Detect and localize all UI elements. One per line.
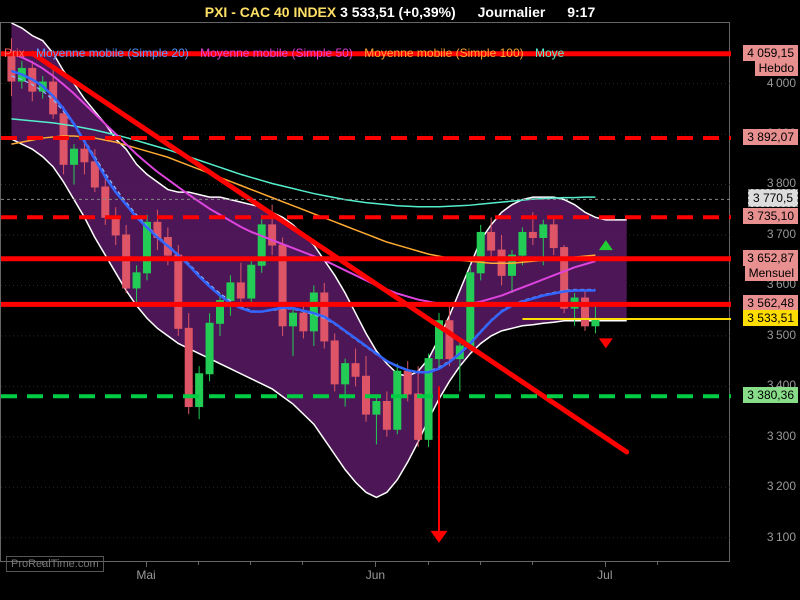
x-tick: Jun <box>366 568 385 582</box>
chart-plot-area[interactable] <box>0 22 730 562</box>
price-level-label: 3 652,87 <box>743 250 798 266</box>
price-level-label: 4 059,15 <box>743 45 798 61</box>
price-level-label: 3 770,5 <box>748 189 798 207</box>
x-axis: Mai Jun Jul <box>0 562 730 592</box>
legend-ma20: Moyenne mobile (Simple 20) <box>36 46 189 60</box>
x-tick: Mai <box>136 568 155 582</box>
y-axis: 3 1003 2003 3003 4003 5003 6003 7003 800… <box>730 22 800 562</box>
y-tick: 3 800 <box>767 176 796 190</box>
symbol-name: PXI - CAC 40 INDEX <box>205 4 336 20</box>
watermark: ProRealTime.com <box>6 556 104 572</box>
y-tick: 3 700 <box>767 227 796 241</box>
y-tick: 3 500 <box>767 328 796 342</box>
timeframe-label: Journalier <box>478 4 546 20</box>
y-tick: 3 300 <box>767 429 796 443</box>
price-level-label: 3 562,48 <box>743 295 798 311</box>
price-value: 3 533,51 <box>340 4 395 20</box>
legend-ma-last: Moye <box>535 46 564 60</box>
price-change: (+0,39%) <box>399 4 456 20</box>
chart-header: PXI - CAC 40 INDEX 3 533,51 (+0,39%) Jou… <box>0 0 800 24</box>
chart-legend: Prix Moyenne mobile (Simple 20) Moyenne … <box>4 46 572 60</box>
price-level-sublabel: Hebdo <box>755 60 798 76</box>
legend-ma50: Moyenne mobile (Simple 50) <box>200 46 353 60</box>
legend-prix: Prix <box>4 46 25 60</box>
price-level-label: 3 533,51 <box>743 310 798 326</box>
price-level-label: 3 735,10 <box>743 208 798 224</box>
x-tick: Jul <box>597 568 612 582</box>
price-level-label: 3 380,36 <box>743 387 798 403</box>
time-label: 9:17 <box>567 4 595 20</box>
chart-container: Prix Moyenne mobile (Simple 20) Moyenne … <box>0 22 800 600</box>
y-tick: 4 000 <box>767 76 796 90</box>
price-level-sublabel: Mensuel <box>745 265 798 281</box>
legend-ma100: Moyenne mobile (Simple 100) <box>364 46 523 60</box>
price-level-label: 3 892,07 <box>743 129 798 145</box>
chart-svg <box>1 23 731 563</box>
y-tick: 3 100 <box>767 530 796 544</box>
y-tick: 3 200 <box>767 479 796 493</box>
